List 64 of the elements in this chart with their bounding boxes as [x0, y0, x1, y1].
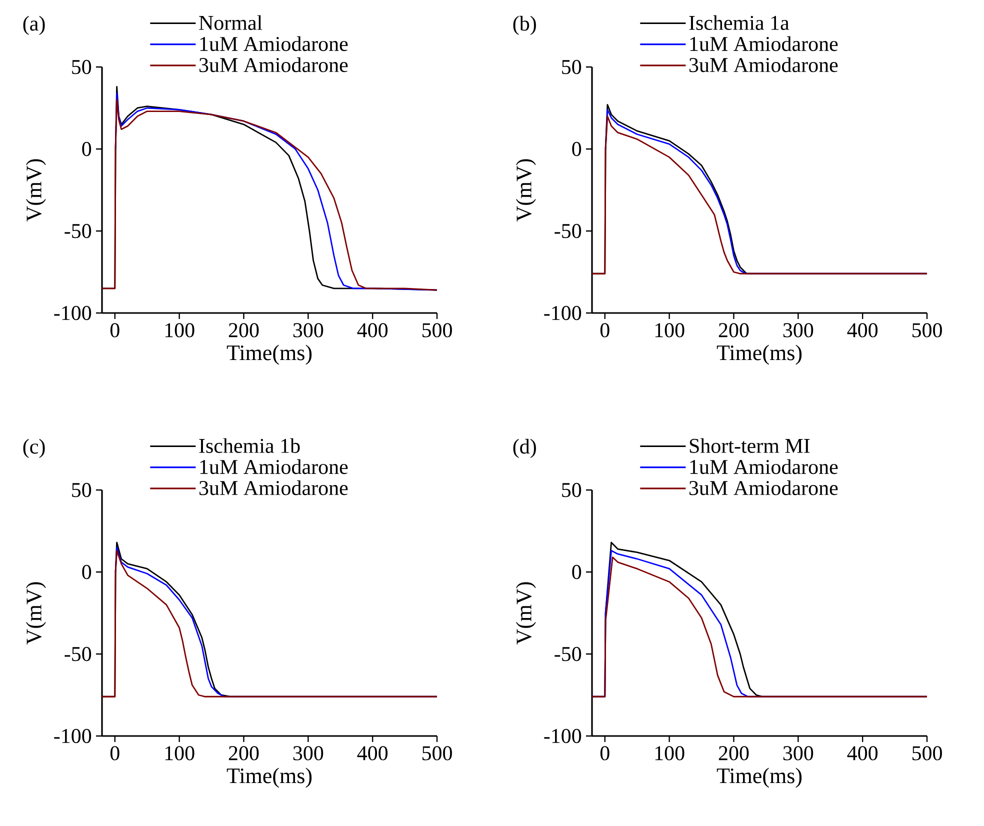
- x-tick-label: 200: [718, 746, 749, 760]
- y-tick-label: -50: [64, 646, 92, 662]
- y-tick-label: -50: [554, 646, 582, 662]
- legend-label: 1uM Amiodarone: [200, 36, 348, 52]
- x-tick-label: 300: [783, 746, 814, 760]
- y-tick-label: -50: [554, 224, 582, 238]
- x-tick-label: 0: [110, 323, 120, 338]
- x-tick-label: 500: [912, 323, 942, 338]
- y-tick-label: -100: [54, 306, 92, 320]
- y-axis-title: V(mV): [516, 582, 536, 645]
- x-tick-label: 300: [293, 323, 324, 338]
- legend-label: Normal: [199, 15, 262, 30]
- x-tick-label: 0: [600, 746, 610, 760]
- x-tick-label: 200: [718, 323, 749, 338]
- x-tick-label: 200: [228, 323, 259, 338]
- legend-label: 3uM Amiodarone: [689, 480, 838, 496]
- legend-label: Ischemia 1b: [199, 438, 300, 453]
- y-tick-label: -100: [544, 728, 582, 744]
- legend-label: Short-term MI: [690, 438, 810, 453]
- legend-label: Ischemia 1a: [689, 15, 790, 30]
- x-tick-label: 0: [600, 323, 610, 338]
- y-tick-label: 50: [72, 60, 92, 74]
- legend-label: 1uM Amiodarone: [200, 459, 348, 474]
- x-tick-label: 400: [357, 323, 388, 338]
- y-tick-label: 50: [562, 482, 582, 498]
- legend-label: 1uM Amiodarone: [690, 459, 838, 474]
- chart-title: (d): [513, 438, 536, 458]
- y-tick-label: 0: [82, 564, 92, 580]
- y-axis-title: V(mV): [516, 159, 536, 222]
- y-tick-label: -100: [54, 728, 92, 744]
- y-tick-label: 0: [572, 142, 582, 156]
- y-tick-label: -100: [544, 306, 582, 320]
- chart-title: (a): [23, 16, 45, 35]
- x-tick-label: 400: [357, 746, 388, 760]
- x-tick-label: 200: [228, 746, 259, 760]
- chart-title: (b): [513, 16, 536, 35]
- x-tick-label: 300: [293, 746, 324, 760]
- y-tick-label: 50: [72, 482, 92, 498]
- y-tick-label: 0: [572, 564, 582, 580]
- x-tick-label: 300: [783, 323, 814, 338]
- x-tick-label: 500: [912, 746, 942, 760]
- x-axis-title: Time(ms): [226, 344, 312, 365]
- x-tick-label: 0: [110, 746, 120, 760]
- y-axis-title: V(mV): [26, 582, 46, 645]
- y-tick-label: 50: [562, 60, 582, 74]
- x-tick-label: 100: [165, 323, 194, 338]
- x-axis-title: Time(ms): [716, 344, 802, 365]
- legend-label: 3uM Amiodarone: [689, 57, 838, 72]
- x-axis-title: Time(ms): [716, 768, 802, 788]
- x-tick-label: 100: [655, 746, 684, 760]
- x-tick-label: 100: [655, 323, 684, 338]
- y-axis-title: V(mV): [26, 159, 46, 222]
- legend-label: 3uM Amiodarone: [199, 57, 348, 72]
- x-axis-title: Time(ms): [226, 768, 312, 788]
- x-tick-label: 400: [847, 323, 878, 338]
- x-tick-label: 100: [165, 746, 194, 760]
- x-tick-label: 500: [422, 746, 452, 760]
- x-tick-label: 500: [422, 323, 452, 338]
- x-tick-label: 400: [847, 746, 878, 760]
- y-tick-label: -50: [64, 224, 92, 238]
- y-tick-label: 0: [82, 142, 92, 156]
- legend-label: 1uM Amiodarone: [690, 36, 838, 52]
- chart-title: (c): [23, 438, 45, 458]
- legend-label: 3uM Amiodarone: [199, 480, 348, 496]
